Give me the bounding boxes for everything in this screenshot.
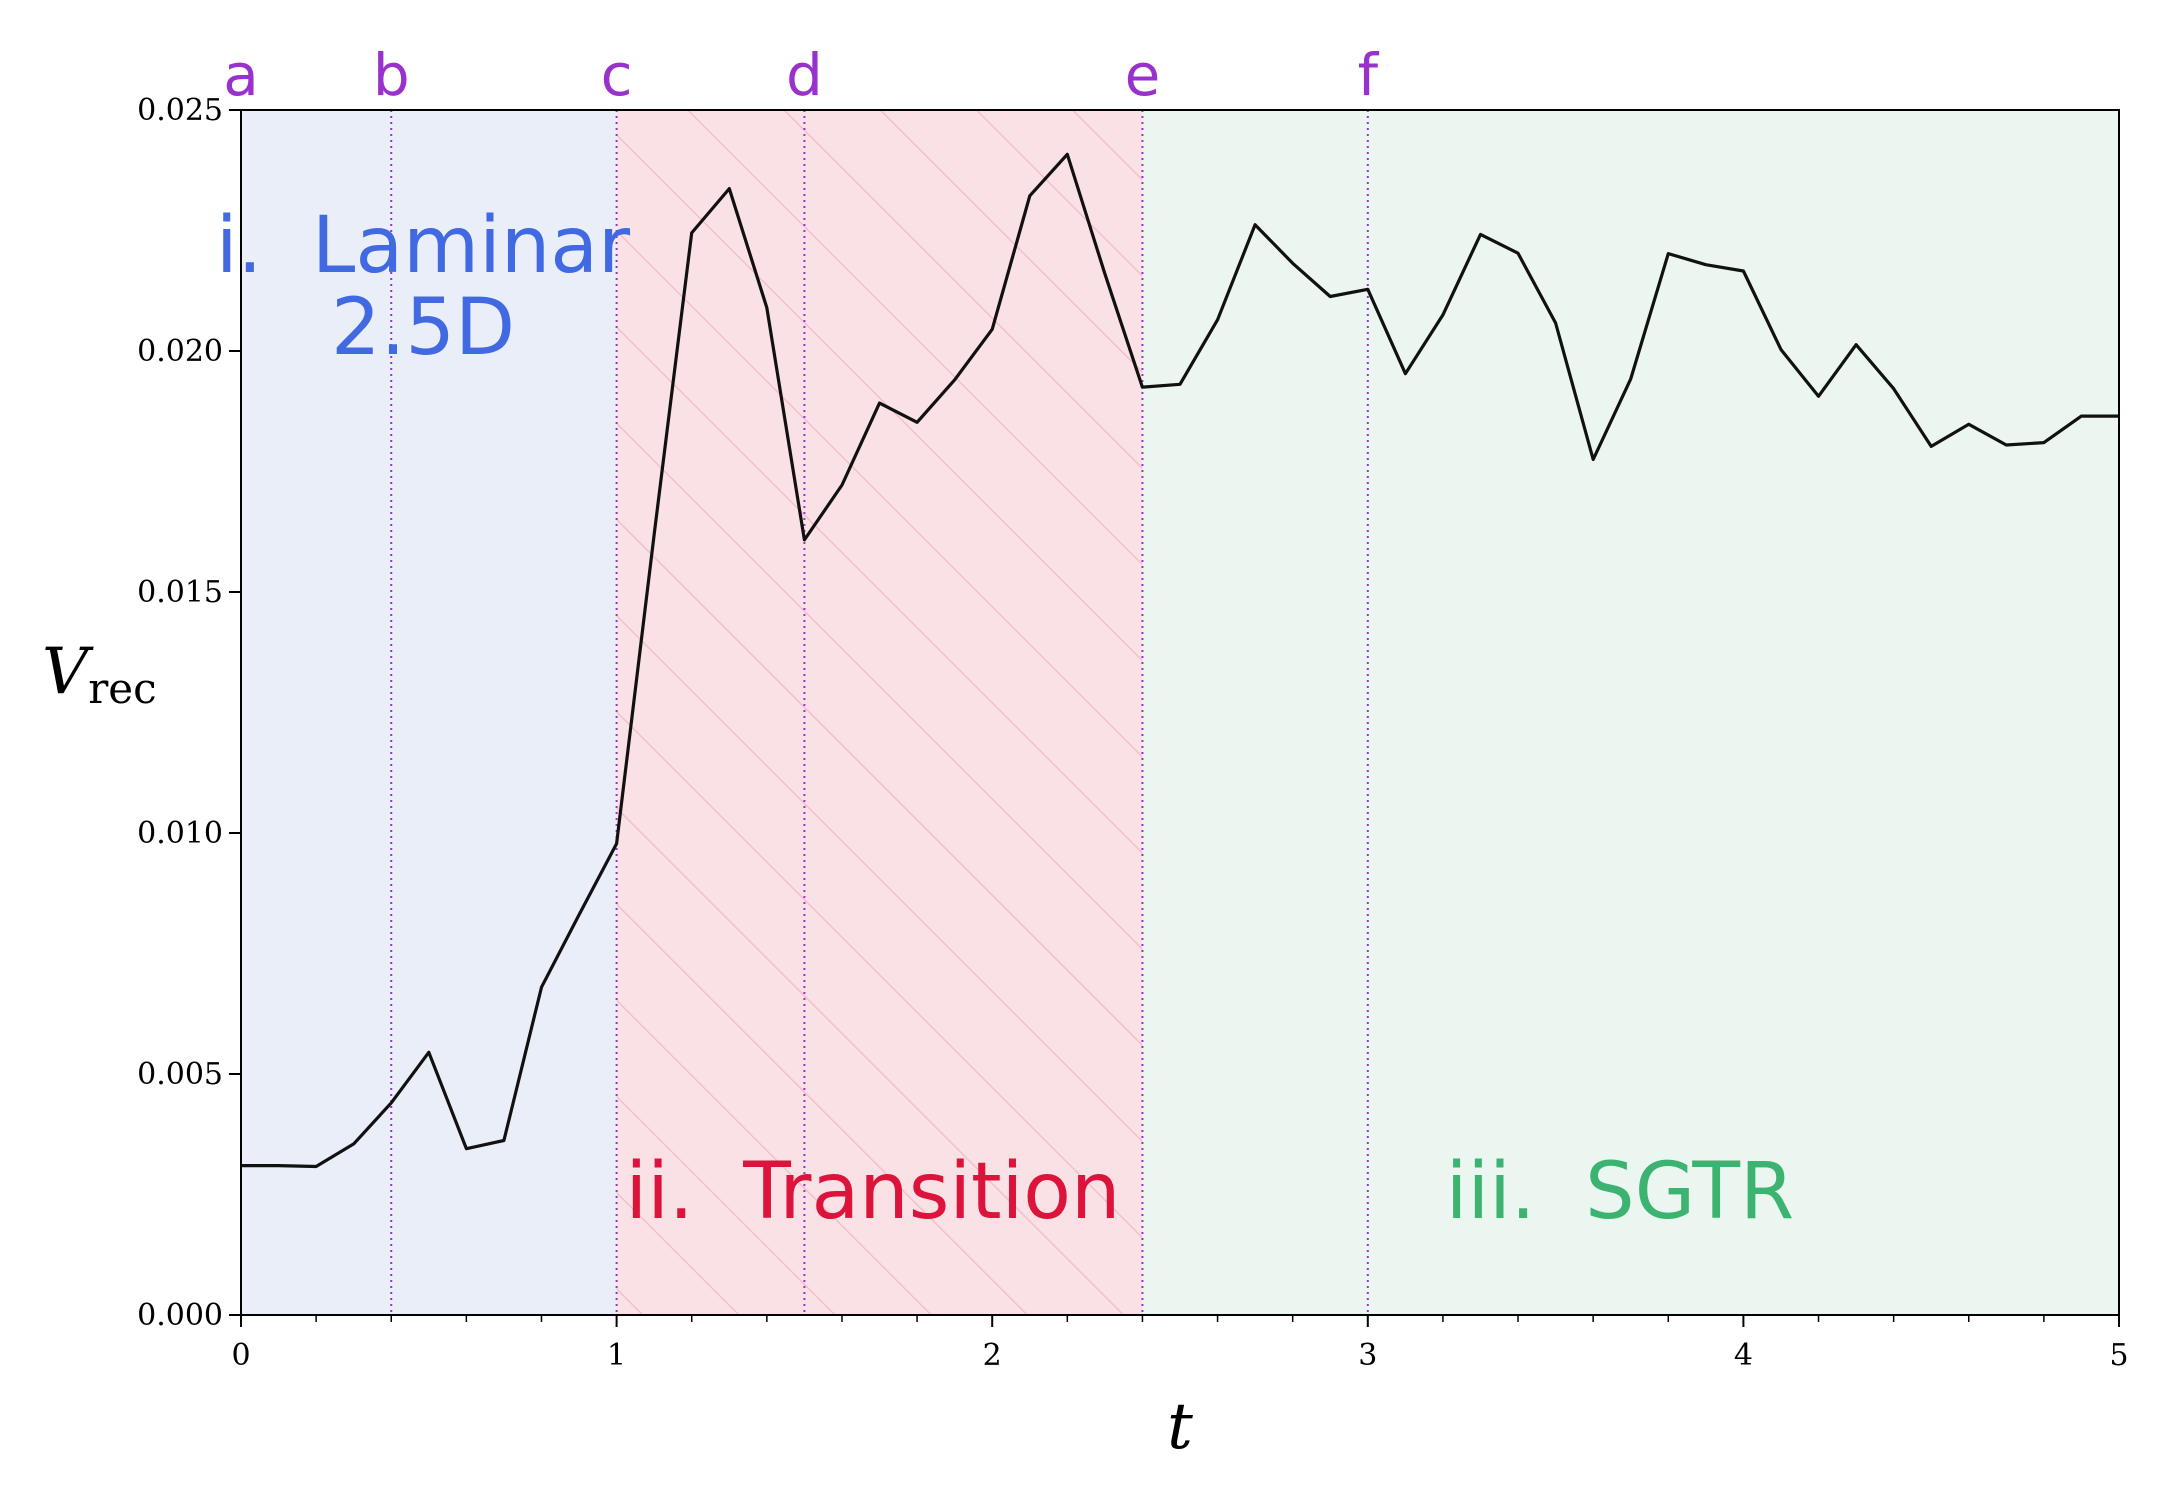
region-label-sgtr: iii. SGTR — [1446, 1147, 1794, 1237]
marker-label-c: c — [601, 41, 633, 109]
region-laminar — [241, 110, 617, 1315]
region-label-laminar: 2.5D — [331, 283, 515, 373]
y-tick-label: 0.000 — [137, 1298, 223, 1333]
x-tick-label: 5 — [2109, 1338, 2128, 1373]
x-axis-ticks: 0 1 2 3 4 5 — [231, 1315, 2129, 1373]
region-sgtr — [1142, 110, 2119, 1315]
marker-label-b: b — [373, 41, 410, 109]
y-axis-label: Vrec — [42, 635, 157, 713]
region-label-laminar: i. Laminar — [216, 201, 631, 291]
y-tick-label: 0.015 — [137, 575, 223, 610]
series-layer — [241, 152, 2119, 1169]
plot-frame — [240, 109, 2120, 1316]
series-line-0 — [241, 152, 2119, 1169]
x-tick-label: 2 — [983, 1338, 1002, 1373]
marker-label-a: a — [223, 41, 259, 109]
y-tick-label: 0.010 — [137, 816, 223, 851]
marker-label-e: e — [1125, 41, 1161, 109]
y-tick-label: 0.005 — [137, 1057, 223, 1092]
x-tick-label: 1 — [607, 1338, 626, 1373]
y-axis-label-main: V — [42, 635, 94, 709]
y-tick-label: 0.020 — [137, 334, 223, 369]
marker-label-d: d — [786, 41, 823, 109]
regions-layer — [241, 110, 2119, 1315]
markers-layer: a b c d e f — [223, 41, 1380, 1315]
x-tick-label: 0 — [231, 1338, 250, 1373]
x-tick-label: 4 — [1734, 1338, 1753, 1373]
marker-label-f: f — [1358, 41, 1380, 109]
y-axis-ticks: 0.000 0.005 0.010 0.015 0.020 0.025 — [137, 93, 241, 1333]
y-axis-label-subscript: rec — [88, 664, 156, 713]
x-tick-label: 3 — [1358, 1338, 1377, 1373]
y-tick-label: 0.025 — [137, 93, 223, 128]
x-axis-label: t — [1167, 1390, 1193, 1464]
region-label-transition: ii. Transition — [626, 1147, 1121, 1237]
region-transition-hatch — [616, 110, 1143, 1315]
